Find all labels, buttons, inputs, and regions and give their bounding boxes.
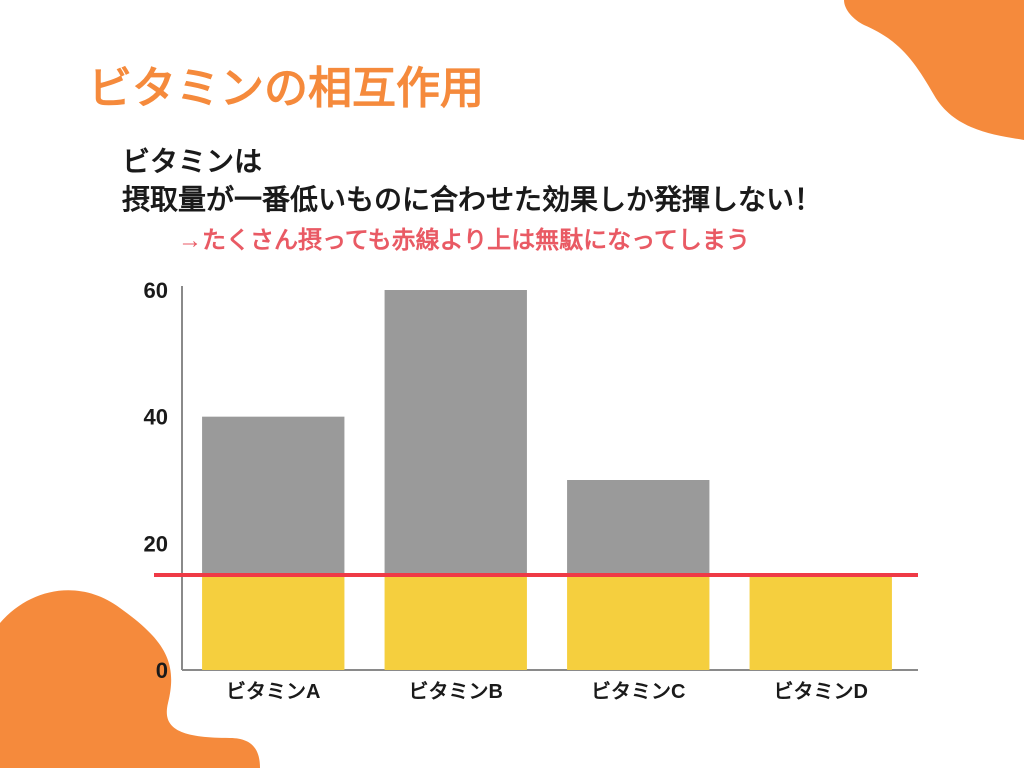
y-tick-label: 40: [144, 405, 168, 430]
slide: ビタミンの相互作用 ビタミンは 摂取量が一番低いものに合わせた効果しか発揮しない…: [0, 0, 1024, 768]
category-label: ビタミンC: [591, 680, 685, 703]
bar-gray: [567, 480, 709, 575]
y-tick-label: 60: [144, 278, 168, 303]
bar-gray: [202, 417, 344, 575]
bar-gray: [385, 290, 527, 575]
category-label: ビタミンA: [226, 680, 320, 703]
bar-yellow: [202, 575, 344, 670]
subtitle-line-2: 摂取量が一番低いものに合わせた効果しか発揮しない！: [122, 178, 822, 218]
blob-shape: [844, 0, 1024, 140]
corner-blob-top-right: [844, 0, 1024, 140]
y-tick-label: 0: [156, 658, 168, 683]
bar-yellow: [567, 575, 709, 670]
subtitle-line-1: ビタミンは: [122, 140, 262, 180]
category-label: ビタミンD: [774, 680, 868, 703]
bar-yellow: [385, 575, 527, 670]
bar-yellow: [750, 575, 892, 670]
category-label: ビタミンB: [409, 680, 503, 703]
y-tick-label: 20: [144, 531, 168, 556]
chart-svg: 0 20 40 60 ビタミンA ビタミンB ビタミンC ビタミンD: [122, 270, 922, 710]
page-title: ビタミンの相互作用: [88, 52, 484, 116]
vitamin-bar-chart: 0 20 40 60 ビタミンA ビタミンB ビタミンC ビタミンD: [122, 270, 922, 710]
note-line: →たくさん摂っても赤線より上は無駄になってしまう: [178, 220, 750, 255]
